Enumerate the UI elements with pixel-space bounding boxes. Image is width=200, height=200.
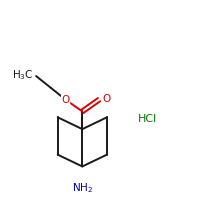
Text: $\mathregular{NH_2}$: $\mathregular{NH_2}$ [72,181,93,195]
Text: $\mathregular{H_3C}$: $\mathregular{H_3C}$ [12,68,33,82]
Text: O: O [61,95,70,105]
Text: HCl: HCl [138,114,157,124]
Text: O: O [103,94,111,104]
